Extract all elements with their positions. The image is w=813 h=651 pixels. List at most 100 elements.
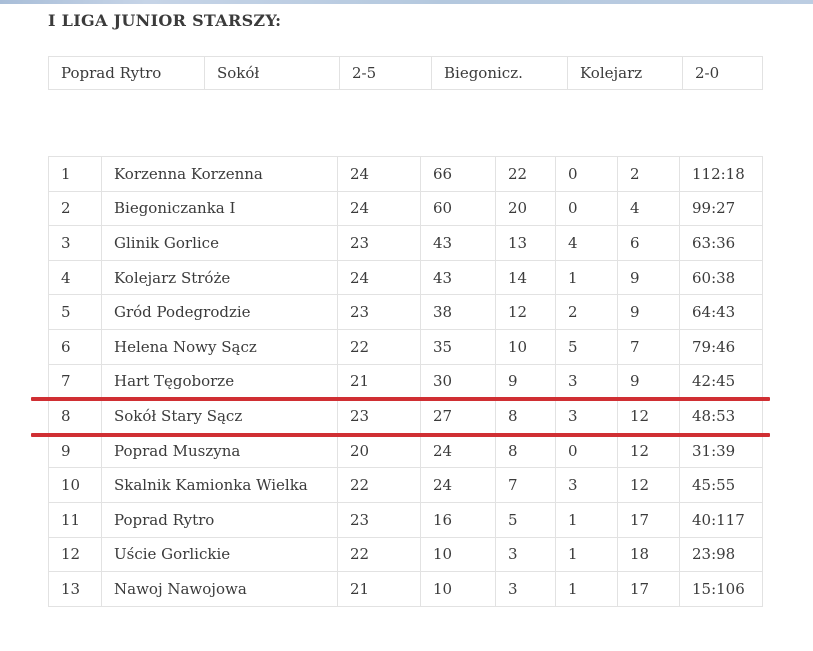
goals-cell: 23:98 xyxy=(679,536,763,573)
wins-cell: 3 xyxy=(495,536,556,573)
losses-cell: 9 xyxy=(617,363,680,400)
played-cell: 21 xyxy=(337,363,421,400)
wins-cell: 14 xyxy=(495,259,556,296)
draws-cell: 3 xyxy=(555,398,618,434)
losses-cell: 17 xyxy=(617,571,680,607)
losses-cell: 9 xyxy=(617,259,680,296)
played-cell: 22 xyxy=(337,467,421,503)
draws-cell: 0 xyxy=(555,156,618,192)
standings-body: 1 Korzenna Korzenna 24 66 22 0 2 112:18 2 Biegoni… xyxy=(48,156,763,607)
goals-cell: 40:117 xyxy=(679,501,763,538)
results-cell: Poprad Rytro xyxy=(48,56,205,90)
points-cell: 10 xyxy=(420,536,496,573)
losses-cell: 12 xyxy=(617,467,680,503)
played-cell: 22 xyxy=(337,328,421,365)
team-cell: Hart Tęgoborze xyxy=(101,363,338,400)
results-cell: 2-5 xyxy=(339,56,432,90)
losses-cell: 12 xyxy=(617,398,680,434)
draws-cell: 2 xyxy=(555,294,618,330)
played-cell: 23 xyxy=(337,398,421,434)
team-cell: Poprad Muszyna xyxy=(101,432,338,469)
results-strip: Poprad Rytro Sokół 2-5 Biegonicz. Kolejarz 2-… xyxy=(48,56,763,90)
table-row: 2 Biegoniczanka I 24 60 20 0 4 99:27 xyxy=(48,190,763,227)
losses-cell: 17 xyxy=(617,501,680,538)
losses-cell: 2 xyxy=(617,156,680,192)
pos-cell: 10 xyxy=(48,467,102,503)
goals-cell: 15:106 xyxy=(679,571,763,607)
team-cell: Poprad Rytro xyxy=(101,501,338,538)
goals-cell: 31:39 xyxy=(679,432,763,469)
points-cell: 38 xyxy=(420,294,496,330)
draws-cell: 1 xyxy=(555,571,618,607)
team-cell: Nawoj Nawojowa xyxy=(101,571,338,607)
table-row: 11 Poprad Rytro 23 16 5 1 17 40:117 xyxy=(48,501,763,538)
standings-table: 1 Korzenna Korzenna 24 66 22 0 2 112:18 2 Biegoni… xyxy=(48,156,763,607)
team-cell: Skalnik Kamionka Wielka xyxy=(101,467,338,503)
points-cell: 43 xyxy=(420,225,496,261)
points-cell: 43 xyxy=(420,259,496,296)
played-cell: 23 xyxy=(337,225,421,261)
table-row: 3 Glinik Gorlice 23 43 13 4 6 63:36 xyxy=(48,225,763,261)
wins-cell: 13 xyxy=(495,225,556,261)
points-cell: 24 xyxy=(420,467,496,503)
wins-cell: 3 xyxy=(495,571,556,607)
pos-cell: 2 xyxy=(48,190,102,227)
table-row: 7 Hart Tęgoborze 21 30 9 3 9 42:45 xyxy=(48,363,763,400)
points-cell: 27 xyxy=(420,398,496,434)
table-row: 4 Kolejarz Stróże 24 43 14 1 9 60:38 xyxy=(48,259,763,296)
goals-cell: 60:38 xyxy=(679,259,763,296)
draws-cell: 0 xyxy=(555,432,618,469)
results-cell: Sokół xyxy=(204,56,340,90)
points-cell: 10 xyxy=(420,571,496,607)
results-cell: Kolejarz xyxy=(567,56,683,90)
goals-cell: 42:45 xyxy=(679,363,763,400)
team-cell: Glinik Gorlice xyxy=(101,225,338,261)
played-cell: 23 xyxy=(337,501,421,538)
highlight-line-bottom xyxy=(31,433,770,437)
results-cell: 2-0 xyxy=(682,56,763,90)
pos-cell: 3 xyxy=(48,225,102,261)
draws-cell: 3 xyxy=(555,467,618,503)
points-cell: 24 xyxy=(420,432,496,469)
team-cell: Helena Nowy Sącz xyxy=(101,328,338,365)
played-cell: 24 xyxy=(337,190,421,227)
points-cell: 66 xyxy=(420,156,496,192)
draws-cell: 4 xyxy=(555,225,618,261)
goals-cell: 63:36 xyxy=(679,225,763,261)
goals-cell: 99:27 xyxy=(679,190,763,227)
window-top-edge xyxy=(0,0,813,4)
goals-cell: 45:55 xyxy=(679,467,763,503)
goals-cell: 48:53 xyxy=(679,398,763,434)
wins-cell: 7 xyxy=(495,467,556,503)
team-cell: Kolejarz Stróże xyxy=(101,259,338,296)
table-row: 5 Gród Podegrodzie 23 38 12 2 9 64:43 xyxy=(48,294,763,330)
losses-cell: 9 xyxy=(617,294,680,330)
results-cell: Biegonicz. xyxy=(431,56,568,90)
played-cell: 22 xyxy=(337,536,421,573)
goals-cell: 64:43 xyxy=(679,294,763,330)
table-row: 6 Helena Nowy Sącz 22 35 10 5 7 79:46 xyxy=(48,328,763,365)
losses-cell: 7 xyxy=(617,328,680,365)
goals-cell: 112:18 xyxy=(679,156,763,192)
draws-cell: 1 xyxy=(555,259,618,296)
points-cell: 16 xyxy=(420,501,496,538)
pos-cell: 7 xyxy=(48,363,102,400)
table-row: 1 Korzenna Korzenna 24 66 22 0 2 112:18 xyxy=(48,156,763,192)
results-row: Poprad Rytro Sokół 2-5 Biegonicz. Kolejarz 2-… xyxy=(48,56,763,90)
pos-cell: 11 xyxy=(48,501,102,538)
wins-cell: 8 xyxy=(495,398,556,434)
draws-cell: 0 xyxy=(555,190,618,227)
points-cell: 35 xyxy=(420,328,496,365)
losses-cell: 4 xyxy=(617,190,680,227)
pos-cell: 1 xyxy=(48,156,102,192)
pos-cell: 12 xyxy=(48,536,102,573)
team-cell: Gród Podegrodzie xyxy=(101,294,338,330)
losses-cell: 18 xyxy=(617,536,680,573)
played-cell: 21 xyxy=(337,571,421,607)
team-cell: Sokół Stary Sącz xyxy=(101,398,338,434)
points-cell: 30 xyxy=(420,363,496,400)
draws-cell: 5 xyxy=(555,328,618,365)
page-title: I LIGA JUNIOR STARSZY: xyxy=(48,11,282,30)
played-cell: 23 xyxy=(337,294,421,330)
